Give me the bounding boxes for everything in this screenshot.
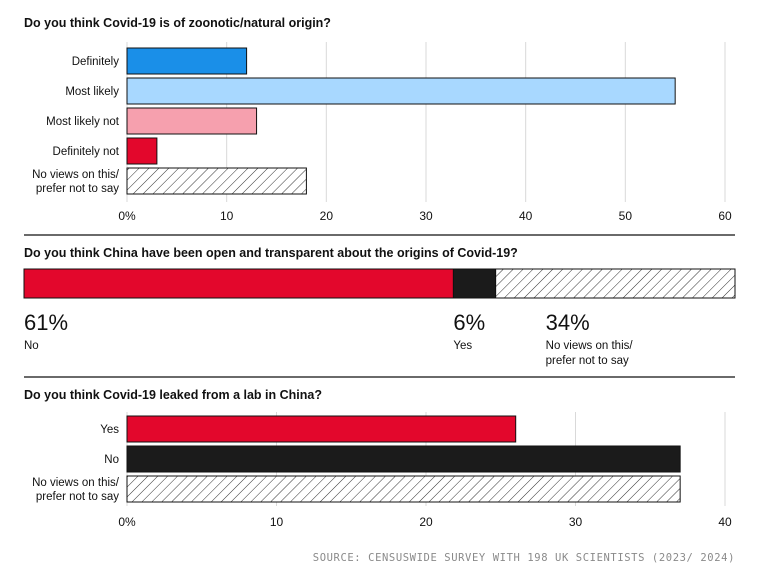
chart3-tick-label-30: 30 — [569, 515, 583, 529]
chart1-tick-label-20: 20 — [320, 209, 334, 223]
chart3-tick-label-20: 20 — [419, 515, 433, 529]
chart1-bar-most-likely-not — [126, 107, 258, 135]
chart2-segment-labels: 61% No 6% Yes 34% No views on this/prefer not… — [24, 310, 633, 367]
chart2-label-yes: Yes — [453, 340, 472, 352]
chart3-tick-label-0: 0% — [118, 515, 136, 529]
chart1-bar-no-views-on-this-prefer-not-to-say — [126, 167, 307, 195]
chart1-tick-label-0: 0% — [118, 209, 136, 223]
chart2-stacked-bar — [23, 268, 736, 299]
chart1-bars — [126, 47, 676, 195]
chart3-tick-labels: 0% 10 20 30 40 — [118, 515, 732, 529]
chart1-bar-most-likely — [126, 77, 676, 105]
chart3-bar-no-views-on-this-prefer-not-to-say — [126, 475, 681, 503]
chart1-category-labels: Definitely Most likely Most likely not Defi… — [32, 56, 120, 195]
chart3-tick-label-10: 10 — [270, 515, 284, 529]
chart1-tick-label-10: 10 — [220, 209, 234, 223]
chart3-category-label-no-views-on-this-prefer-not-to-say: No views on this/prefer not to say — [32, 477, 120, 503]
chart1-bar-definitely — [126, 47, 248, 75]
chart2-segment-no-views-on-this-prefer-not-to-say — [495, 268, 736, 299]
chart1-tick-label-50: 50 — [619, 209, 633, 223]
chart3-bars — [126, 415, 681, 503]
chart3-tick-label-40: 40 — [718, 515, 732, 529]
chart2-percent-no-views-on-this-prefer-not-to-say: 34% — [546, 310, 590, 335]
chart1-category-label-most-likely-not: Most likely not — [46, 116, 120, 128]
chart3-category-labels: Yes No No views on this/prefer not to say — [32, 424, 120, 503]
chart1-tick-label-30: 30 — [419, 209, 433, 223]
chart1-tick-label-40: 40 — [519, 209, 533, 223]
chart2-segment-yes — [452, 268, 497, 299]
chart2-percent-no: 61% — [24, 310, 68, 335]
chart2-percent-yes: 6% — [453, 310, 485, 335]
chart2-label-no: No — [24, 340, 39, 352]
chart3-category-label-no: No — [104, 454, 119, 466]
chart1-category-label-most-likely: Most likely — [65, 86, 119, 98]
chart2-title: Do you think China have been open and tr… — [24, 246, 518, 260]
chart3-bar-yes — [126, 415, 517, 443]
source-note: SOURCE: CENSUSWIDE SURVEY WITH 198 UK SC… — [313, 552, 735, 564]
chart1-title: Do you think Covid-19 is of zoonotic/nat… — [24, 16, 331, 30]
chart1-category-label-definitely: Definitely — [72, 56, 120, 68]
chart2-label-no-views-on-this-prefer-not-to-say: No views on this/prefer not to say — [546, 340, 634, 367]
chart1-category-label-no-views-on-this-prefer-not-to-say: No views on this/prefer not to say — [32, 169, 120, 195]
chart1-category-label-definitely-not: Definitely not — [53, 146, 120, 158]
chart2-segment-no — [23, 268, 454, 299]
chart1-bar-definitely-not — [126, 137, 158, 165]
chart1-tick-label-60: 60 — [718, 209, 732, 223]
chart1-tick-labels: 0% 10 20 30 40 50 60 — [118, 209, 732, 223]
chart3-title: Do you think Covid-19 leaked from a lab … — [24, 388, 322, 402]
chart3-category-label-yes: Yes — [100, 424, 119, 436]
chart3-bar-no — [126, 445, 681, 473]
